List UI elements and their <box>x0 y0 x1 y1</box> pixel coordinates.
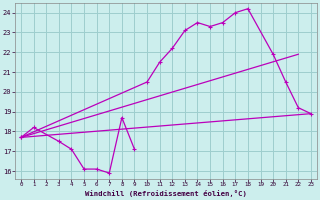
X-axis label: Windchill (Refroidissement éolien,°C): Windchill (Refroidissement éolien,°C) <box>85 190 247 197</box>
